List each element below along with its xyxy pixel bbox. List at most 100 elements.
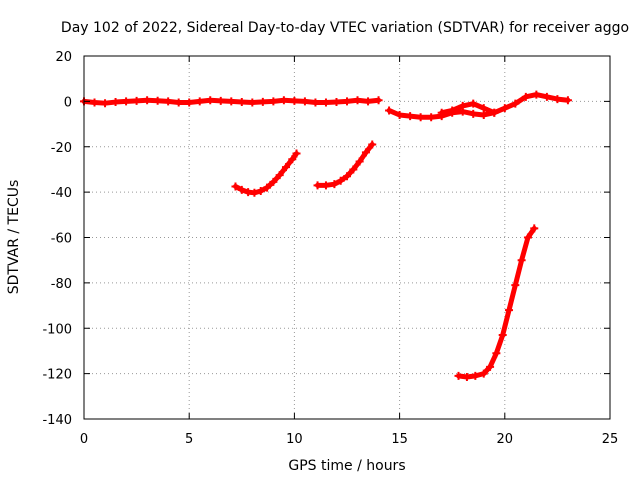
data-point bbox=[111, 98, 120, 107]
data-point bbox=[563, 96, 572, 105]
data-point bbox=[498, 331, 507, 340]
series-segment-3 bbox=[437, 99, 499, 117]
data-point bbox=[416, 113, 425, 122]
series-segment-4 bbox=[231, 149, 301, 197]
data-point bbox=[281, 163, 290, 172]
data-point bbox=[174, 98, 183, 107]
x-tick-label: 10 bbox=[286, 432, 303, 447]
data-point bbox=[427, 113, 436, 122]
series-trace bbox=[315, 141, 375, 188]
data-point bbox=[486, 362, 495, 371]
data-point bbox=[471, 371, 480, 380]
data-point bbox=[479, 104, 488, 113]
x-tick-label: 5 bbox=[185, 432, 193, 447]
data-point bbox=[490, 108, 499, 117]
y-tick-label: 0 bbox=[64, 95, 72, 110]
data-point bbox=[395, 110, 404, 119]
data-point bbox=[479, 369, 488, 378]
x-tick-label: 20 bbox=[497, 432, 514, 447]
data-point bbox=[385, 106, 394, 115]
series-segment-5 bbox=[313, 140, 377, 190]
data-point bbox=[330, 180, 339, 189]
data-point bbox=[437, 108, 446, 117]
data-point bbox=[364, 97, 373, 106]
data-point bbox=[258, 97, 267, 106]
data-point bbox=[469, 99, 478, 108]
data-point bbox=[90, 98, 99, 107]
data-point bbox=[530, 224, 539, 233]
data-point bbox=[279, 96, 288, 105]
data-point bbox=[321, 98, 330, 107]
data-point bbox=[263, 183, 272, 192]
data-point bbox=[406, 112, 415, 121]
data-point bbox=[361, 148, 370, 157]
y-tick-label: -100 bbox=[42, 322, 72, 337]
data-point bbox=[517, 256, 526, 265]
x-tick-label: 0 bbox=[80, 432, 88, 447]
data-point bbox=[343, 97, 351, 106]
data-point bbox=[237, 185, 246, 194]
y-tick-label: 20 bbox=[55, 50, 72, 65]
data-point bbox=[143, 96, 152, 105]
data-point bbox=[122, 97, 131, 106]
data-point bbox=[153, 96, 162, 105]
data-point bbox=[216, 96, 225, 105]
data-point bbox=[321, 181, 330, 190]
data-point bbox=[458, 101, 467, 110]
axis-ticks: 0 5 10 15 20 25 20 0 -20 -40 -60 -80 -100 -120 -140 bbox=[42, 50, 618, 447]
y-tick-label: -60 bbox=[51, 232, 72, 247]
data-point bbox=[521, 92, 530, 101]
data-point bbox=[132, 96, 141, 105]
data-point bbox=[269, 177, 278, 186]
data-point bbox=[349, 165, 358, 174]
data-point bbox=[553, 95, 562, 104]
data-point bbox=[532, 90, 541, 99]
data-point bbox=[368, 140, 377, 149]
data-point bbox=[353, 96, 362, 105]
y-tick-label: -120 bbox=[42, 368, 72, 383]
data-point bbox=[269, 97, 278, 106]
data-point bbox=[479, 110, 488, 119]
data-point bbox=[454, 371, 463, 380]
data-points bbox=[80, 90, 572, 382]
data-point bbox=[332, 98, 341, 107]
data-point bbox=[248, 98, 257, 107]
data-point bbox=[256, 186, 265, 195]
data-point bbox=[227, 97, 236, 106]
data-point bbox=[185, 98, 194, 107]
y-tick-label: -140 bbox=[42, 413, 72, 428]
data-point bbox=[374, 96, 383, 105]
data-point bbox=[542, 92, 551, 101]
data-point bbox=[492, 349, 501, 358]
data-point bbox=[462, 373, 471, 382]
x-axis-label: GPS time / hours bbox=[288, 458, 405, 474]
y-tick-label: -20 bbox=[51, 141, 72, 156]
data-point bbox=[505, 306, 514, 315]
series-segment-1 bbox=[80, 96, 383, 108]
data-point bbox=[292, 149, 301, 158]
data-point bbox=[336, 176, 345, 185]
chart-title: Day 102 of 2022, Sidereal Day-to-day VTE… bbox=[61, 20, 629, 36]
data-point bbox=[311, 98, 320, 107]
series-segment-6 bbox=[454, 224, 539, 382]
data-point bbox=[195, 97, 204, 106]
y-tick-label: -40 bbox=[51, 186, 72, 201]
x-tick-label: 25 bbox=[602, 432, 619, 447]
data-point bbox=[290, 96, 299, 105]
x-tick-label: 15 bbox=[391, 432, 408, 447]
data-point bbox=[511, 99, 520, 108]
data-point bbox=[250, 188, 259, 197]
data-point bbox=[469, 109, 478, 118]
data-point bbox=[101, 99, 110, 108]
data-point bbox=[448, 106, 457, 115]
data-point bbox=[313, 181, 322, 190]
data-point bbox=[511, 281, 520, 290]
data-point bbox=[164, 97, 173, 106]
data-point bbox=[288, 155, 297, 164]
data-point bbox=[500, 104, 509, 113]
data-point bbox=[523, 233, 532, 242]
y-tick-label: -80 bbox=[51, 277, 72, 292]
data-point bbox=[355, 157, 364, 166]
data-point bbox=[237, 98, 246, 107]
